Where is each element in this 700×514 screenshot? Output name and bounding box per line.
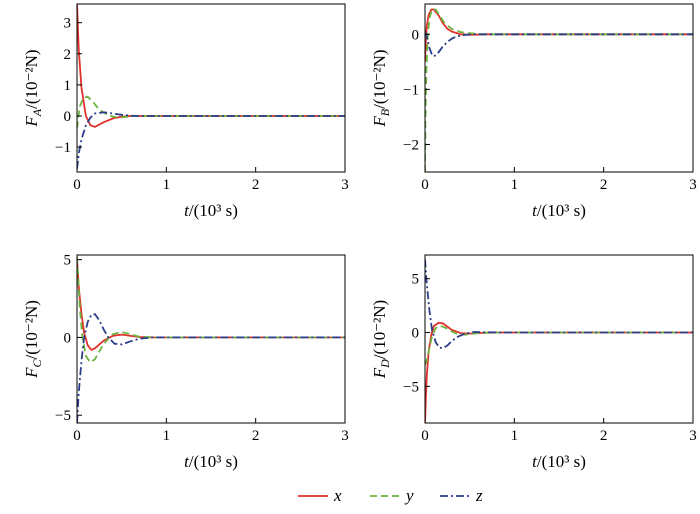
- plot-frame-A: [76, 3, 346, 173]
- x-tick-label: 2: [600, 177, 608, 193]
- x-tick-label: 1: [511, 428, 519, 444]
- panel-D: 0 1 2 3 −5 0 5 t/(10³ s) FD/(10⁻²N): [370, 254, 697, 471]
- plot-frame-B: [424, 3, 694, 173]
- plot-frame-C: [76, 254, 346, 424]
- panel-A: 0 1 2 3 −1 0 1 2 3 t/(10³ s) FA/(10⁻²N): [22, 3, 349, 220]
- x-tick-label: 1: [163, 177, 171, 193]
- y-tick-label: 1: [64, 78, 72, 94]
- y-axis-label: FA/(10⁻²N): [22, 49, 44, 127]
- y-tick-label: 0: [64, 330, 72, 346]
- series-z-panel-A: [77, 111, 345, 170]
- legend-label-y: y: [404, 486, 414, 505]
- y-tick-label: −1: [55, 140, 71, 156]
- series-y-panel-C: [77, 256, 345, 364]
- y-tick-label: −5: [55, 408, 71, 424]
- x-tick-label: 0: [421, 428, 429, 444]
- x-tick-label: 2: [600, 428, 608, 444]
- y-tick-label: −2: [403, 137, 419, 153]
- plot-frame-D: [424, 254, 694, 424]
- y-tick-label: 0: [412, 27, 420, 43]
- y-tick-label: 5: [412, 272, 420, 288]
- x-tick-label: 3: [689, 177, 697, 193]
- series-z-panel-C: [77, 313, 345, 423]
- y-axis-label: FB/(10⁻²N): [370, 49, 392, 127]
- y-tick-label: 0: [412, 326, 420, 342]
- y-axis-label: FD/(10⁻²N): [370, 300, 392, 379]
- x-tick-label: 1: [511, 177, 519, 193]
- x-tick-label: 0: [421, 177, 429, 193]
- x-tick-label: 3: [341, 428, 349, 444]
- y-axis-label: FC/(10⁻²N): [22, 300, 44, 379]
- y-tick-label: −1: [403, 82, 419, 98]
- y-tick-label: −5: [403, 379, 419, 395]
- panel-B: 0 1 2 3 −2 −1 0 t/(10³ s) FB/(10⁻²N): [370, 3, 697, 220]
- series-x-panel-A: [77, 4, 345, 128]
- x-tick-label: 2: [252, 428, 260, 444]
- x-tick-label: 0: [73, 428, 81, 444]
- x-axis-label: t/(10³ s): [184, 452, 238, 471]
- x-axis-label: t/(10³ s): [184, 201, 238, 220]
- legend-label-x: x: [333, 486, 342, 505]
- y-tick-label: 3: [64, 16, 72, 32]
- series-z-panel-B: [425, 31, 693, 58]
- y-tick-label: 5: [64, 253, 72, 269]
- y-tick-label: 0: [64, 109, 72, 125]
- x-tick-label: 2: [252, 177, 260, 193]
- legend: x y z: [298, 486, 483, 505]
- series-z-panel-D: [425, 259, 693, 350]
- y-tick-label: 2: [64, 47, 72, 63]
- series-x-panel-D: [425, 321, 693, 423]
- legend-label-z: z: [475, 486, 483, 505]
- series-x-panel-C: [77, 259, 345, 352]
- x-tick-label: 1: [163, 428, 171, 444]
- x-axis-label: t/(10³ s): [532, 452, 586, 471]
- x-tick-label: 3: [341, 177, 349, 193]
- x-axis-label: t/(10³ s): [532, 201, 586, 220]
- series-y-panel-A: [77, 95, 345, 129]
- chart-panels: 0 1 2 3 −1 0 1 2 3 t/(10³ s) FA/(10⁻²N) 0 1 2 3 −2 −1 0 t/…: [22, 3, 697, 471]
- x-tick-label: 0: [73, 177, 81, 193]
- x-tick-label: 3: [689, 428, 697, 444]
- series-y-panel-B: [425, 8, 693, 172]
